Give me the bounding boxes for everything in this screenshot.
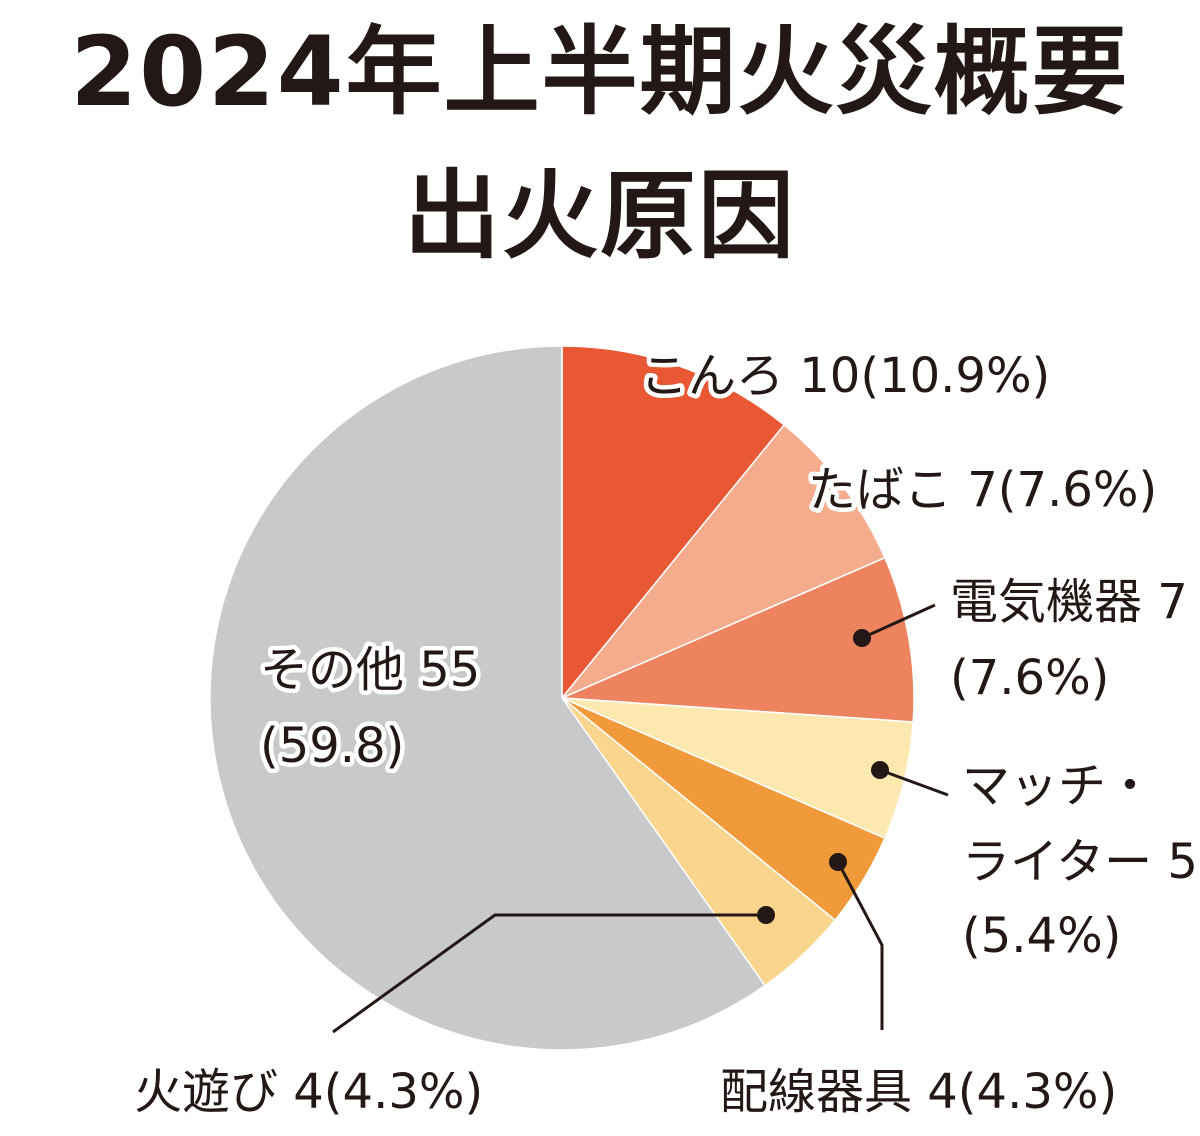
leader-line-hiasobi (332, 913, 766, 1034)
label-haisen: 配線器具 4(4.3%) (720, 1064, 1117, 1120)
chart-subtitle: 出火原因 (404, 160, 796, 272)
label-konro: こんろ 10(10.9%) (640, 348, 1050, 404)
chart-title: 2024年上半期火災概要 (70, 16, 1130, 128)
label-tabako: たばこ 7(7.6%) (808, 462, 1157, 518)
leader-dot-match (871, 761, 889, 779)
label-sonota-line2: (59.8) (260, 718, 404, 774)
leader-dot-haisen (829, 853, 847, 871)
label-denki-line2: (7.6%) (950, 650, 1109, 706)
slice-labels: こんろ 10(10.9%) たばこ 7(7.6%) 電気機器 7 (7.6%) … (130, 344, 1200, 1125)
label-hiasobi: 火遊び 4(4.3%) (134, 1064, 483, 1120)
label-match-line1: マッチ・ (962, 758, 1154, 814)
label-sonota-line1: その他 55 (260, 642, 480, 698)
pie-slice-konro (561, 345, 786, 701)
label-match-line2: ライター 5 (962, 834, 1198, 890)
leader-line-match (879, 768, 949, 797)
pie-slice-sonota (209, 345, 767, 1051)
label-denki-line1: 電気機器 7 (950, 574, 1188, 630)
leader-line-haisen (836, 861, 884, 1030)
leader-dots (757, 629, 889, 924)
pie-slice-denki (561, 556, 915, 723)
pie-slices (209, 345, 915, 1051)
label-match-line3: (5.4%) (962, 908, 1121, 964)
pie-slice-tabako (561, 423, 886, 699)
leader-dot-hiasobi (757, 906, 775, 924)
leader-dot-denki (853, 629, 871, 647)
leader-lines (332, 603, 949, 1034)
leader-line-denki (861, 603, 936, 640)
